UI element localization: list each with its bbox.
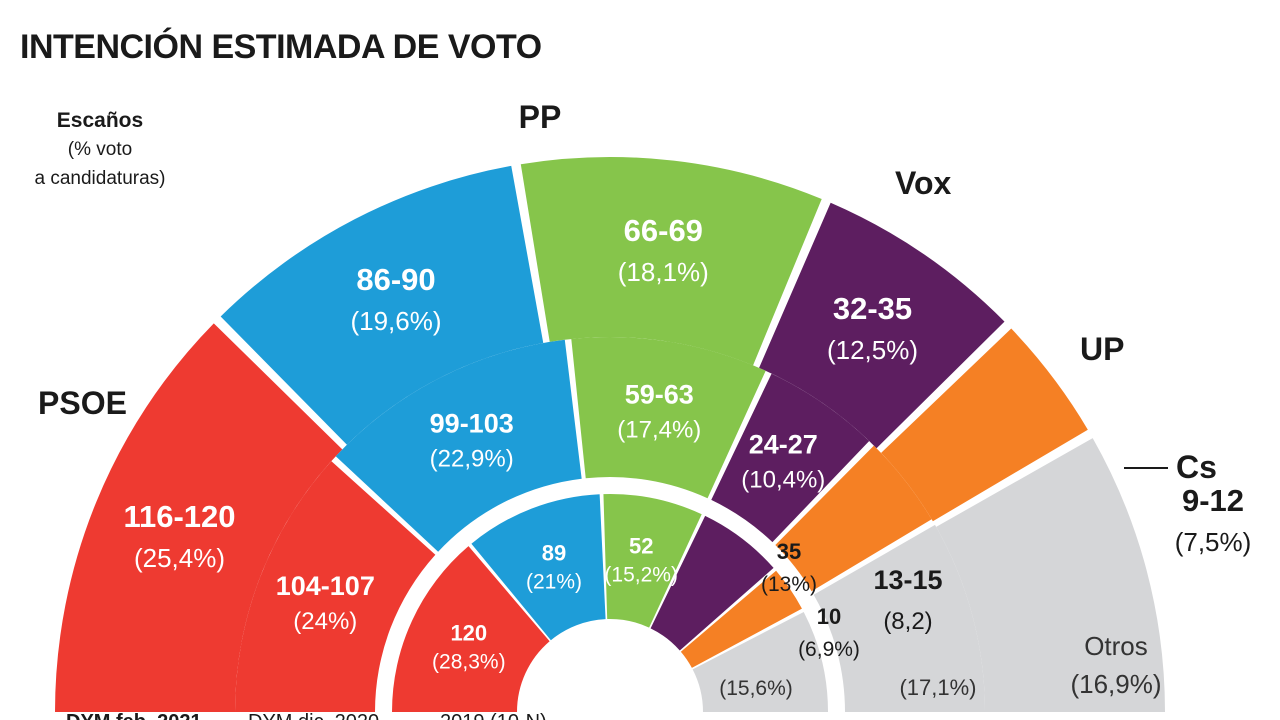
ring2-seats-up: 35 — [777, 539, 801, 564]
ring-name-outer: DYM feb. 2021 — [66, 711, 202, 720]
chart-title: INTENCIÓN ESTIMADA DE VOTO — [20, 28, 542, 66]
party-label-vox: Vox — [895, 165, 952, 201]
ring1-seats-psoe: 104-107 — [276, 571, 375, 601]
ring1-seats-pp: 99-103 — [430, 409, 514, 439]
ring0-segment-cs — [881, 328, 1088, 522]
ring0-seats-otros: Otros — [1084, 631, 1148, 661]
ring0-pct-up: (12,5%) — [827, 335, 918, 365]
ring1-seats-vox: 59-63 — [625, 380, 694, 410]
party-label-pp: PP — [519, 99, 562, 135]
ring0-segment-pp — [220, 165, 544, 445]
ring2-seats-psoe: 120 — [450, 621, 487, 646]
ring0-seats-pp: 86-90 — [356, 262, 435, 297]
ring0-seats-psoe: 116-120 — [123, 499, 235, 534]
ring1-segment-pp — [335, 339, 582, 552]
legend-note: Escaños (% voto a candidaturas) — [30, 106, 170, 193]
ring2-segment-pp — [471, 494, 606, 641]
party-label-cs: Cs — [1176, 449, 1217, 485]
ring2-segment-vox — [603, 494, 702, 628]
party-label-up: UP — [1080, 331, 1124, 367]
ring2-pct-otros: (15,6%) — [719, 677, 793, 700]
ring2-pct-up: (13%) — [761, 573, 817, 596]
ring1-pct-cs: (8,2) — [883, 608, 932, 635]
ring2-segment-otros — [692, 612, 828, 712]
note-voto: (% voto — [67, 139, 133, 160]
ring2-pct-vox: (15,2%) — [604, 563, 678, 586]
ring2-pct-cs: (6,9%) — [798, 638, 860, 661]
ring0-pct-cs: (7,5%) — [1175, 527, 1252, 557]
ring2-seats-pp: 89 — [542, 541, 566, 566]
ring-name-inner: 2019 (10-N) — [440, 711, 547, 720]
ring0-segment-psoe — [55, 323, 343, 712]
ring0-pct-pp: (19,6%) — [350, 306, 441, 336]
ring2-pct-psoe: (28,3%) — [432, 651, 506, 674]
note-candidaturas: a candidaturas) — [34, 168, 166, 189]
ring0-pct-otros: (16,9%) — [1070, 669, 1161, 699]
ring0-seats-up: 32-35 — [833, 291, 912, 326]
ring2-segment-cs — [680, 570, 802, 668]
ring0-segment-vox — [520, 157, 822, 366]
ring0-seats-cs: 9-12 — [1182, 483, 1244, 518]
ring1-seats-cs: 13-15 — [873, 565, 942, 595]
ring0-pct-vox: (18,1%) — [618, 257, 709, 287]
ring0-segment-up — [759, 202, 1005, 449]
ring-name-middle: DYM dic. 2020 — [248, 711, 379, 720]
ring1-pct-psoe: (24%) — [293, 608, 357, 635]
ring1-pct-pp: (22,9%) — [430, 446, 514, 473]
ring0-pct-psoe: (25,4%) — [134, 543, 225, 573]
ring1-pct-up: (10,4%) — [741, 467, 825, 494]
ring1-seats-up: 24-27 — [749, 430, 818, 460]
ring2-pct-pp: (21%) — [526, 571, 582, 594]
note-escanos: Escaños — [56, 109, 144, 132]
ring1-segment-psoe — [235, 461, 436, 712]
ring1-segment-cs — [775, 445, 932, 592]
ring2-segment-psoe — [392, 546, 550, 712]
ring1-pct-otros: (17,1%) — [899, 675, 976, 700]
ring1-pct-vox: (17,4%) — [617, 417, 701, 444]
ring1-segment-up — [711, 373, 870, 543]
ring2-segment-up — [650, 515, 774, 651]
ring1-segment-otros — [813, 524, 985, 712]
ring0-segment-otros — [936, 438, 1165, 712]
ring0-seats-vox: 66-69 — [624, 213, 703, 248]
ring2-seats-cs: 10 — [817, 604, 841, 629]
party-label-psoe: PSOE — [38, 385, 127, 421]
ring2-seats-vox: 52 — [629, 533, 653, 558]
ring1-segment-vox — [571, 337, 766, 499]
